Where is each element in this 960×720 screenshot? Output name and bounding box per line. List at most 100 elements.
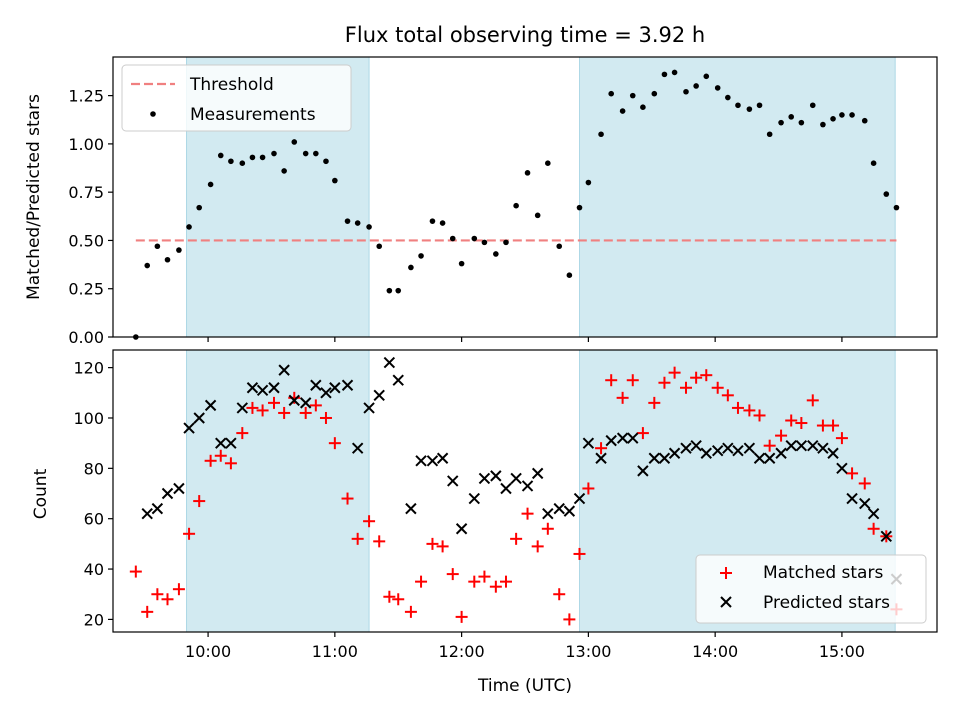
predicted-star-point <box>310 379 322 391</box>
predicted-star-point <box>711 445 724 457</box>
predicted-star-point <box>573 492 586 505</box>
matched-star-point <box>721 389 734 402</box>
measurement-point <box>566 272 573 279</box>
measurement-point <box>458 260 465 267</box>
predicted-star-point <box>151 502 164 515</box>
matched-star-point <box>309 399 322 412</box>
predicted-star-point <box>426 455 439 467</box>
matched-star-point <box>785 414 798 427</box>
measurement-point <box>144 262 151 269</box>
matched-star-point <box>827 419 840 432</box>
bottom-axis-ticks: 20 40 60 80 100 120 10:00 11:00 12:00 13:00 14:00 1… <box>73 359 865 661</box>
bottom-y-tick-label: 60 <box>84 510 104 529</box>
matched-star-point <box>595 442 608 455</box>
matched-star-point <box>224 457 237 470</box>
matched-star-point <box>193 495 206 508</box>
bottom-x-tick-label: 15:00 <box>819 642 865 661</box>
matched-star-point <box>531 540 544 553</box>
bottom-legend-box <box>695 554 927 624</box>
matched-star-point <box>582 482 595 495</box>
measurement-point <box>429 218 436 224</box>
top-panel: 0.00 0.25 0.50 0.75 1.00 1.25 Matched/Predict… <box>24 56 938 347</box>
top-y-axis-label: Matched/Predicted stars <box>24 94 44 300</box>
predicted-star-point <box>341 379 354 391</box>
matched-star-point <box>129 565 142 578</box>
matched-star-point <box>846 467 859 480</box>
matched-star-point <box>616 391 629 404</box>
matched-star-point <box>626 374 639 387</box>
matched-star-point <box>679 381 692 394</box>
bottom-shaded-span <box>186 349 370 633</box>
predicted-star-point <box>329 382 341 394</box>
predicted-star-point <box>363 402 375 414</box>
measurement-point <box>725 94 731 101</box>
measurement-point <box>376 243 383 250</box>
bottom-y-tick-label: 20 <box>84 610 104 629</box>
matched-star-point <box>404 605 417 618</box>
matched-star-point <box>328 437 341 450</box>
predicted-legend-marker <box>720 596 732 608</box>
top-y-tick-label: 1.25 <box>68 87 104 106</box>
matched-star-point <box>563 613 576 626</box>
bottom-x-tick-label: 13:00 <box>565 642 611 661</box>
predicted-star-point <box>392 374 404 386</box>
top-y-tick-label: 0.00 <box>68 328 104 347</box>
matched-star-point <box>521 507 534 520</box>
measurement-point <box>661 71 668 78</box>
predicted-star-point <box>775 447 787 459</box>
measurement-point <box>545 160 551 167</box>
bottom-shaded-spans <box>186 349 896 633</box>
predicted-star-point <box>595 452 607 464</box>
predicted-star-point <box>183 422 195 434</box>
measurement-point <box>619 108 626 114</box>
predicted-star-point <box>785 439 797 452</box>
measurement-point <box>323 158 329 165</box>
matched-star-point <box>775 429 788 442</box>
predicted-star-point <box>236 402 249 414</box>
measurement-point <box>217 152 224 159</box>
predicted-star-point <box>193 412 205 424</box>
matched-star-point <box>415 575 428 588</box>
matched-star-point <box>278 406 291 419</box>
matched-star-point <box>478 570 491 583</box>
predicted-star-point <box>415 455 427 467</box>
measurement-point <box>839 112 845 118</box>
measurement-point <box>788 114 795 120</box>
measurement-point <box>861 117 868 124</box>
predicted-star-point <box>867 507 880 520</box>
measurement-point <box>640 104 646 111</box>
top-y-tick-label: 0.50 <box>68 231 104 250</box>
measurement-point <box>556 243 563 250</box>
bottom-x-tick-label: 10:00 <box>185 642 231 661</box>
predicted-star-point <box>680 442 692 454</box>
matched-star-point <box>392 593 405 606</box>
measurement-point <box>344 218 351 224</box>
matched-star-point <box>468 575 481 588</box>
matched-star-point <box>151 588 164 601</box>
measurement-point <box>703 73 710 80</box>
predicted-star-point <box>553 502 565 515</box>
measurement-point <box>332 177 338 184</box>
predicted-star-point <box>795 439 808 452</box>
bottom-y-tick-label: 80 <box>84 459 104 478</box>
matched-star-point <box>690 371 703 384</box>
measurement-point <box>449 235 456 242</box>
matched-star-point <box>373 535 386 548</box>
measurement-point <box>693 83 699 89</box>
top-y-tick-label: 0.75 <box>68 183 104 202</box>
top-shaded-span <box>579 56 896 338</box>
predicted-star-point <box>563 505 576 517</box>
bottom-y-axis-label: Count <box>31 468 51 519</box>
predicted-star-point <box>161 487 174 500</box>
matched-star-point <box>351 532 364 545</box>
measurement-point <box>778 119 784 126</box>
predicted-star-point <box>763 452 776 464</box>
predicted-star-point <box>743 442 756 454</box>
bottom-panel: 20 40 60 80 100 120 10:00 11:00 12:00 13:00 14:00 1… <box>31 349 938 696</box>
predicted-star-point <box>690 439 702 452</box>
matched-star-point <box>700 369 713 382</box>
measurement-point <box>228 158 234 165</box>
matched-star-point <box>510 532 523 545</box>
matched-star-point <box>489 580 502 593</box>
